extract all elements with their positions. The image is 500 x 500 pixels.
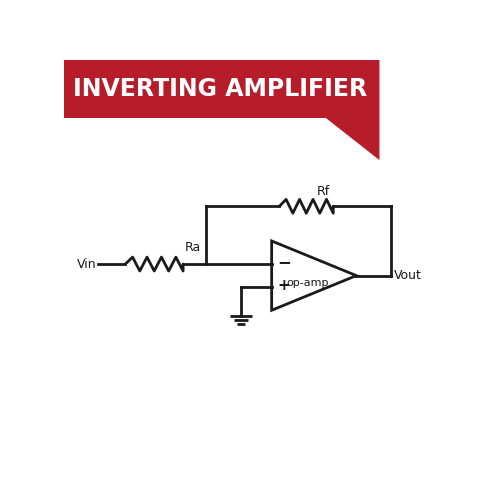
Text: Vin: Vin: [77, 258, 96, 270]
Text: −: −: [278, 252, 291, 270]
Text: Vout: Vout: [394, 269, 422, 282]
Polygon shape: [326, 60, 380, 160]
Text: op-amp: op-amp: [286, 278, 329, 287]
Polygon shape: [64, 60, 326, 118]
Polygon shape: [272, 241, 356, 310]
Text: Rf: Rf: [317, 185, 330, 198]
Text: Ra: Ra: [185, 241, 202, 254]
Text: INVERTING AMPLIFIER: INVERTING AMPLIFIER: [74, 77, 368, 101]
Text: +: +: [278, 278, 290, 293]
